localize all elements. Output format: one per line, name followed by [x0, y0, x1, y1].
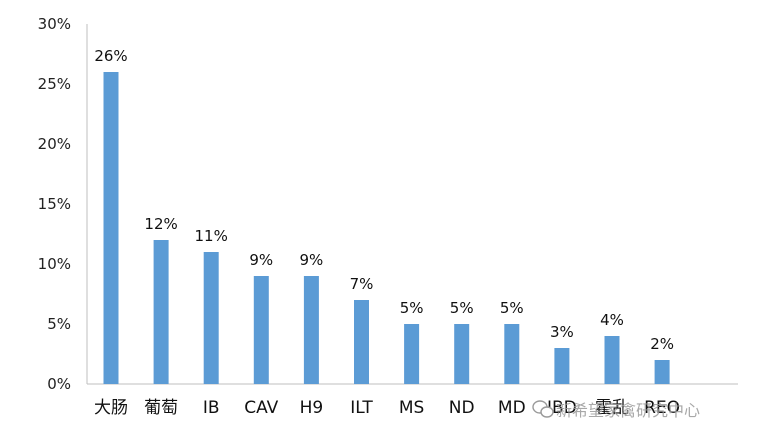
bar: [253, 276, 269, 384]
bar: [153, 240, 169, 384]
category-label: IB: [203, 398, 220, 418]
data-label: 4%: [600, 311, 624, 329]
data-label: 5%: [400, 299, 424, 317]
data-label: 7%: [350, 275, 374, 293]
data-label: 9%: [300, 251, 324, 269]
data-label: 11%: [195, 227, 228, 245]
y-tick-label: 0%: [47, 375, 71, 393]
category-label: REO: [644, 398, 680, 418]
category-label: MS: [399, 398, 424, 418]
data-label: 5%: [450, 299, 474, 317]
bar: [203, 252, 219, 384]
data-label: 3%: [550, 323, 574, 341]
category-label: 葡萄: [144, 398, 178, 418]
bar: [303, 276, 319, 384]
bar: [654, 360, 670, 384]
bar: [454, 324, 470, 384]
data-label: 5%: [500, 299, 524, 317]
y-tick-label: 15%: [38, 195, 71, 213]
bar: [554, 348, 570, 384]
category-label: IBD: [547, 398, 577, 418]
bar: [504, 324, 520, 384]
y-tick-label: 10%: [38, 255, 71, 273]
bar: [404, 324, 420, 384]
category-label: 大肠: [94, 398, 128, 418]
data-label: 2%: [650, 335, 674, 353]
y-tick-label: 25%: [38, 75, 71, 93]
data-label: 9%: [249, 251, 273, 269]
y-tick-labels: 0% 5% 10% 15% 20% 25% 30%: [38, 15, 71, 393]
data-labels: 26% 12% 11% 9% 9% 7% 5% 5% 5% 3% 4% 2%: [94, 47, 674, 353]
bar: [354, 300, 369, 384]
watermark-text: 新希望家禽研究中心: [556, 401, 700, 420]
category-label: 霍乱: [595, 398, 629, 418]
category-label: H9: [300, 398, 324, 418]
watermark: 新希望家禽研究中心: [532, 400, 700, 420]
category-label: ILT: [350, 398, 373, 418]
bar: [103, 72, 119, 384]
data-label: 12%: [144, 215, 177, 233]
data-label: 26%: [94, 47, 127, 65]
bar: [604, 336, 620, 384]
wechat-icon: [532, 400, 554, 418]
y-tick-label: 5%: [47, 315, 71, 333]
y-tick-label: 30%: [38, 15, 71, 33]
category-label: MD: [498, 398, 526, 418]
bars: [103, 72, 670, 384]
y-tick-label: 20%: [38, 135, 71, 153]
category-label: ND: [449, 398, 475, 418]
category-label: CAV: [244, 398, 278, 418]
category-labels: 大肠 葡萄 IB CAV H9 ILT MS ND MD IBD 霍乱 REO: [94, 398, 680, 418]
